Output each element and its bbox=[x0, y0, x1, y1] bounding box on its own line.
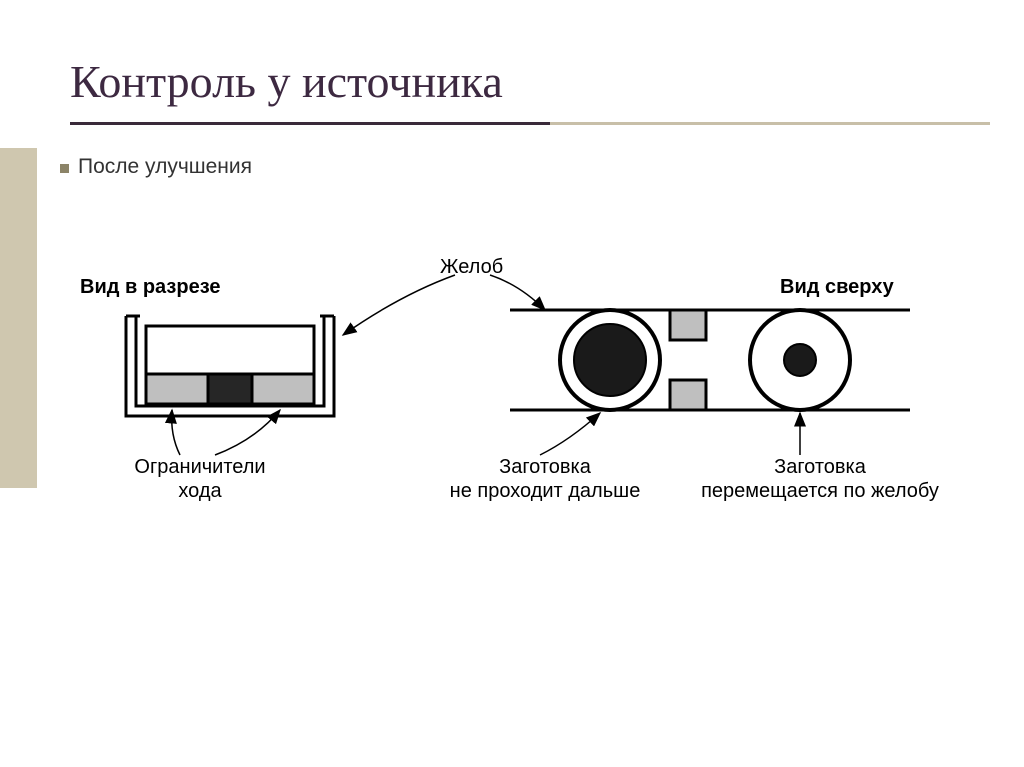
sidebar-accent bbox=[0, 148, 37, 488]
arrows-overlay bbox=[60, 255, 980, 535]
bullet-icon bbox=[60, 164, 69, 173]
slide-subtitle: После улучшения bbox=[78, 155, 252, 179]
title-underline bbox=[70, 122, 990, 125]
diagram: Вид в разрезе Желоб Вид сверху Ограничит… bbox=[60, 255, 980, 535]
slide-title: Контроль у источника bbox=[70, 55, 503, 108]
